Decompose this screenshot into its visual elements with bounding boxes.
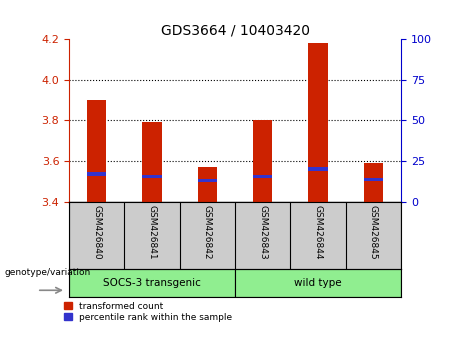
Bar [253, 175, 272, 178]
Bar [253, 120, 272, 202]
Text: GSM426841: GSM426841 [148, 205, 157, 260]
Bar [308, 167, 328, 171]
Text: genotype/variation: genotype/variation [5, 268, 91, 277]
Bar [198, 178, 217, 182]
Bar [235, 269, 401, 297]
Bar [142, 175, 162, 178]
Legend: transformed count, percentile rank within the sample: transformed count, percentile rank withi… [65, 302, 232, 322]
Bar [364, 163, 383, 202]
Text: GSM426843: GSM426843 [258, 205, 267, 260]
Title: GDS3664 / 10403420: GDS3664 / 10403420 [160, 24, 310, 38]
Bar [87, 172, 106, 176]
Bar [142, 122, 162, 202]
Text: GSM426842: GSM426842 [203, 205, 212, 259]
Bar [87, 100, 106, 202]
Text: GSM426844: GSM426844 [313, 205, 323, 259]
Bar [364, 178, 383, 181]
Text: GSM426845: GSM426845 [369, 205, 378, 260]
Bar [69, 269, 235, 297]
Text: wild type: wild type [294, 278, 342, 288]
Bar [198, 167, 217, 202]
Text: SOCS-3 transgenic: SOCS-3 transgenic [103, 278, 201, 288]
Text: GSM426840: GSM426840 [92, 205, 101, 260]
Bar [308, 43, 328, 202]
